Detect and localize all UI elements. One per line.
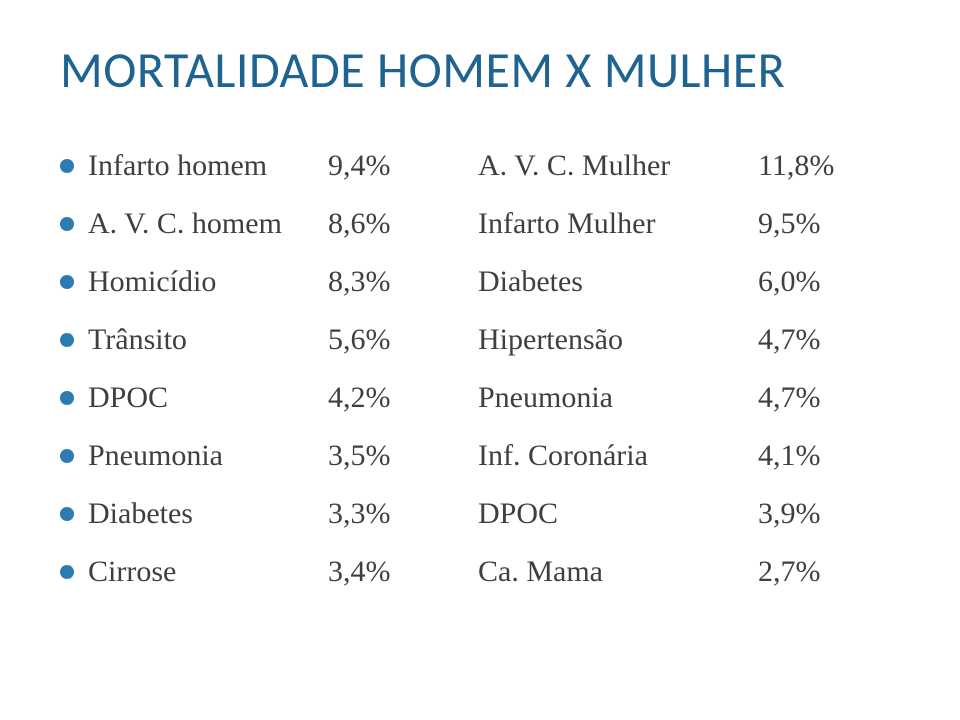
data-rows: Infarto homem 9,4% A. V. C. Mulher 11,8%…	[60, 149, 900, 589]
cell-label-left: Infarto homem	[88, 149, 328, 183]
cell-pct-left: 8,6%	[328, 207, 478, 241]
cell-label-left: DPOC	[88, 381, 328, 415]
cell-pct-left: 3,3%	[328, 497, 478, 531]
cell-pct-left: 4,2%	[328, 381, 478, 415]
cell-label-right: Inf. Coronária	[478, 439, 758, 473]
cell-label-left: Homicídio	[88, 265, 328, 299]
cell-pct-left: 5,6%	[328, 323, 478, 357]
cell-label-left: A. V. C. homem	[88, 207, 328, 241]
table-row: Infarto homem 9,4% A. V. C. Mulher 11,8%	[60, 149, 900, 183]
bullet-icon	[60, 217, 74, 231]
cell-pct-right: 4,1%	[758, 439, 868, 473]
cell-pct-right: 9,5%	[758, 207, 868, 241]
slide-title: MORTALIDADE HOMEM X MULHER	[60, 40, 900, 101]
cell-label-right: Pneumonia	[478, 381, 758, 415]
cell-pct-left: 3,5%	[328, 439, 478, 473]
bullet-icon	[60, 159, 74, 173]
cell-label-right: Infarto Mulher	[478, 207, 758, 241]
cell-label-left: Diabetes	[88, 497, 328, 531]
cell-pct-right: 6,0%	[758, 265, 868, 299]
cell-label-left: Cirrose	[88, 555, 328, 589]
table-row: Cirrose 3,4% Ca. Mama 2,7%	[60, 555, 900, 589]
bullet-icon	[60, 333, 74, 347]
table-row: Diabetes 3,3% DPOC 3,9%	[60, 497, 900, 531]
table-row: Homicídio 8,3% Diabetes 6,0%	[60, 265, 900, 299]
cell-label-right: DPOC	[478, 497, 758, 531]
cell-label-left: Trânsito	[88, 323, 328, 357]
cell-pct-right: 4,7%	[758, 381, 868, 415]
bullet-icon	[60, 275, 74, 289]
cell-pct-right: 2,7%	[758, 555, 868, 589]
slide: MORTALIDADE HOMEM X MULHER Infarto homem…	[0, 0, 960, 720]
cell-label-right: A. V. C. Mulher	[478, 149, 758, 183]
cell-pct-left: 8,3%	[328, 265, 478, 299]
bullet-icon	[60, 507, 74, 521]
cell-label-right: Hipertensão	[478, 323, 758, 357]
bullet-icon	[60, 391, 74, 405]
cell-pct-right: 11,8%	[758, 149, 868, 183]
table-row: A. V. C. homem 8,6% Infarto Mulher 9,5%	[60, 207, 900, 241]
table-row: Trânsito 5,6% Hipertensão 4,7%	[60, 323, 900, 357]
cell-label-right: Diabetes	[478, 265, 758, 299]
table-row: Pneumonia 3,5% Inf. Coronária 4,1%	[60, 439, 900, 473]
cell-pct-right: 3,9%	[758, 497, 868, 531]
cell-pct-left: 3,4%	[328, 555, 478, 589]
cell-label-right: Ca. Mama	[478, 555, 758, 589]
bullet-icon	[60, 449, 74, 463]
bullet-icon	[60, 565, 74, 579]
table-row: DPOC 4,2% Pneumonia 4,7%	[60, 381, 900, 415]
cell-label-left: Pneumonia	[88, 439, 328, 473]
cell-pct-left: 9,4%	[328, 149, 478, 183]
cell-pct-right: 4,7%	[758, 323, 868, 357]
